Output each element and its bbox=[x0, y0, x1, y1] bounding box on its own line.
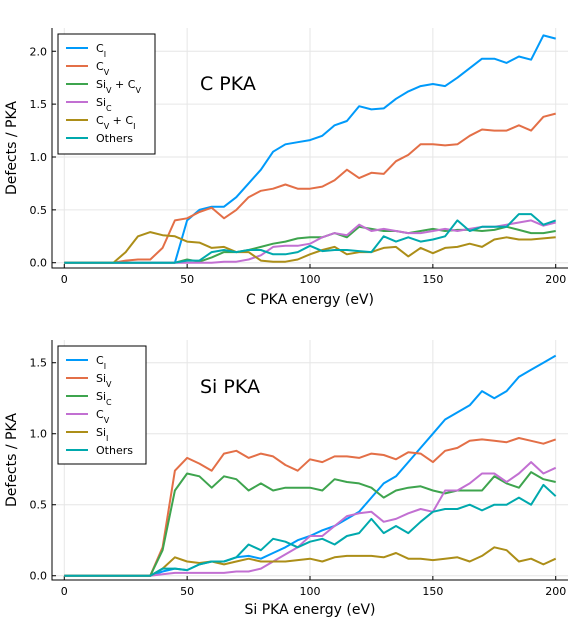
x-tick-label: 50 bbox=[180, 273, 194, 286]
legend-text-part: Others bbox=[96, 444, 133, 457]
series-line-5 bbox=[64, 483, 557, 577]
y-tick-label: 0.0 bbox=[30, 570, 48, 583]
legend-entry: SiV + CV bbox=[96, 78, 141, 95]
y-tick-label: 0.0 bbox=[30, 257, 48, 270]
axes bbox=[51, 28, 568, 269]
y-tick-label: 1.5 bbox=[30, 98, 48, 111]
y-axis-label: Defects / PKA bbox=[4, 413, 20, 507]
x-tick-label: 200 bbox=[545, 273, 566, 286]
legend-entry: SiC bbox=[96, 390, 112, 407]
x-tick-label: 0 bbox=[61, 273, 68, 286]
x-tick-label: 150 bbox=[422, 585, 443, 598]
legend-subscript: I bbox=[104, 50, 106, 59]
y-tick-label: 1.5 bbox=[30, 357, 48, 370]
legend-subscript: C bbox=[106, 104, 112, 113]
y-tick-label: 0.5 bbox=[30, 499, 48, 512]
series-line-1 bbox=[64, 112, 556, 264]
series-line-5 bbox=[64, 213, 557, 264]
legend-text-part: C bbox=[128, 78, 136, 91]
x-axis-label: Si PKA energy (eV) bbox=[245, 602, 376, 618]
x-tick-label: 100 bbox=[300, 273, 321, 286]
legend-box bbox=[57, 345, 147, 465]
legend-text-part: + bbox=[109, 114, 125, 127]
legend-text-part: Si bbox=[96, 426, 106, 439]
legend-text-part: C bbox=[96, 42, 104, 55]
series-line-4 bbox=[64, 231, 556, 264]
legend-subscript: I bbox=[106, 434, 108, 443]
y-axis-label: Defects / PKA bbox=[4, 101, 20, 195]
legend-entry: Others bbox=[96, 444, 133, 457]
legend-text-part: Si bbox=[96, 78, 106, 91]
legend-text-part: Si bbox=[96, 390, 106, 403]
legend-entry: SiI bbox=[96, 426, 108, 443]
legend-subscript: V bbox=[104, 122, 110, 131]
legend-text-part: + bbox=[112, 78, 128, 91]
y-tick-label: 0.5 bbox=[30, 204, 48, 217]
x-tick-label: 50 bbox=[180, 585, 194, 598]
legend-entry: SiV bbox=[96, 372, 112, 389]
legend-entry: CI bbox=[96, 354, 106, 371]
panel-annotation: C PKA bbox=[200, 73, 256, 95]
y-tick-label: 2.0 bbox=[30, 45, 48, 58]
legend-text-part: C bbox=[96, 408, 104, 421]
legend-text-part: Others bbox=[96, 132, 133, 145]
legend-text-part: C bbox=[96, 354, 104, 367]
legend-text-part: C bbox=[125, 114, 133, 127]
legend-entry: Others bbox=[96, 132, 133, 145]
legend-text-part: C bbox=[96, 60, 104, 73]
legend-text-part: C bbox=[96, 114, 104, 127]
chart-si-pka: 0 50 100 150 200 0.0 0.5 1.0 1.5 Si PKA energy (e… bbox=[4, 340, 568, 618]
legend-box bbox=[57, 33, 156, 155]
legend-subscript: I bbox=[133, 122, 135, 131]
legend-subscript: V bbox=[104, 68, 110, 77]
legend-entry: CV + CI bbox=[96, 114, 135, 131]
legend-subscript: V bbox=[135, 86, 141, 95]
y-tick-label: 1.0 bbox=[30, 428, 48, 441]
legend-subscript: V bbox=[106, 86, 112, 95]
legend-subscript: C bbox=[106, 398, 112, 407]
panel-annotation: Si PKA bbox=[200, 376, 260, 398]
x-tick-label: 200 bbox=[545, 585, 566, 598]
legend-text-part: Si bbox=[96, 372, 106, 385]
legend-entry: CI bbox=[96, 42, 106, 59]
legend-subscript: V bbox=[106, 380, 112, 389]
y-tick-label: 1.0 bbox=[30, 151, 48, 164]
legend-entry: CV bbox=[96, 60, 110, 77]
axes bbox=[51, 340, 568, 581]
legend-subscript: V bbox=[104, 416, 110, 425]
legend-entry: CV bbox=[96, 408, 110, 425]
legend-subscript: I bbox=[104, 362, 106, 371]
legend-text-part: Si bbox=[96, 96, 106, 109]
x-axis-label: C PKA energy (eV) bbox=[246, 292, 374, 308]
legend-entry: SiC bbox=[96, 96, 112, 113]
x-tick-label: 0 bbox=[61, 585, 68, 598]
chart-c-pka: 0 50 100 150 200 0.0 0.5 1.0 1.5 2.0 C PKA energy … bbox=[4, 28, 568, 308]
x-tick-label: 150 bbox=[422, 273, 443, 286]
x-tick-label: 100 bbox=[300, 585, 321, 598]
